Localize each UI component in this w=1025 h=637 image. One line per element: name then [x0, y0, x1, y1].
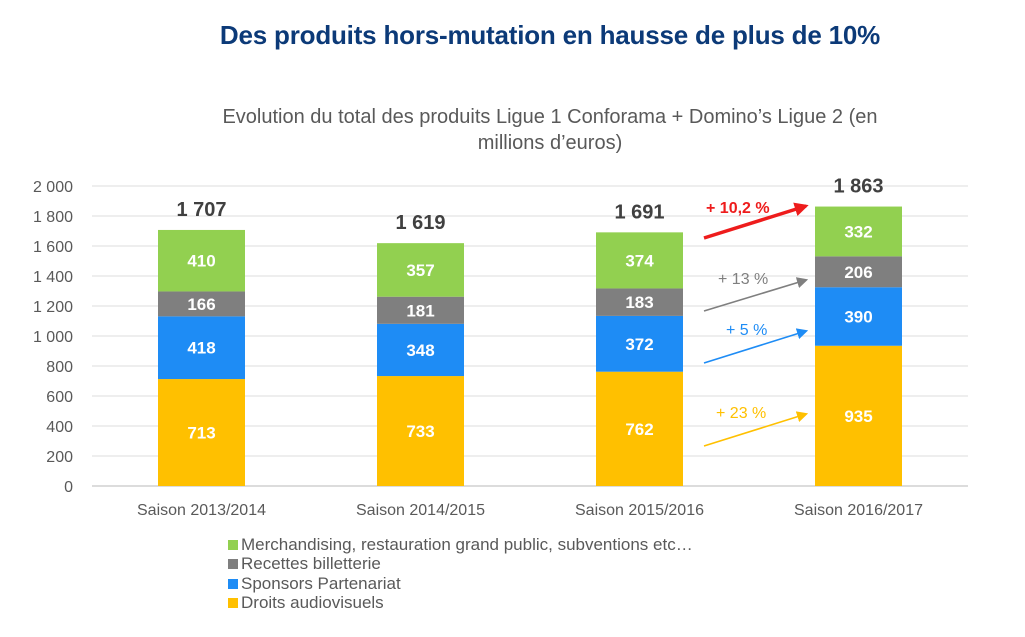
bar-stack: 762 372 183 374 1 691 — [596, 201, 683, 486]
bar-segment — [596, 371, 683, 486]
growth-annotation: + 13 % — [703, 271, 809, 312]
y-tick-label: 600 — [46, 389, 73, 406]
y-tick-label: 800 — [46, 359, 73, 376]
y-tick-label: 1 200 — [33, 299, 73, 316]
y-tick-label: 1 800 — [33, 209, 73, 226]
bar-segment — [815, 287, 902, 346]
y-tick-label: 400 — [46, 419, 73, 436]
segment-value-label: 183 — [625, 293, 653, 312]
legend-item: Recettes billetterie — [228, 554, 693, 575]
growth-annotation: + 23 % — [703, 405, 809, 447]
growth-label: + 23 % — [716, 405, 766, 422]
legend-label: Recettes billetterie — [241, 554, 381, 574]
segment-value-label: 374 — [625, 251, 654, 270]
x-category-label: Saison 2014/2015 — [356, 502, 485, 519]
bar-segment — [596, 315, 683, 372]
segment-value-label: 418 — [187, 339, 215, 358]
legend-label: Sponsors Partenariat — [241, 573, 401, 593]
growth-arrow-icon — [703, 277, 809, 312]
growth-arrow-icon — [703, 411, 809, 447]
bar-segment — [815, 345, 902, 486]
segment-value-label: 348 — [406, 341, 434, 360]
total-value-label: 1 619 — [395, 212, 445, 234]
segment-value-label: 206 — [844, 263, 872, 282]
bar-segment — [596, 288, 683, 316]
bar-segment — [158, 316, 245, 380]
bar-segment — [377, 243, 464, 297]
bar-stack: 733 348 181 357 1 619 — [377, 212, 464, 486]
bars: 713 418 166 410 1 707 733 348 181 357 1 619 762 372… — [158, 176, 902, 486]
growth-annotation: + 5 % — [703, 322, 809, 364]
y-tick-label: 0 — [64, 479, 73, 496]
segment-value-label: 181 — [406, 301, 434, 320]
segment-value-label: 762 — [625, 420, 653, 439]
bar-segment — [815, 206, 902, 257]
segment-value-label: 410 — [187, 252, 215, 271]
y-tick-label: 1 600 — [33, 239, 73, 256]
segment-value-label: 357 — [406, 261, 434, 280]
y-tick-label: 2 000 — [33, 179, 73, 196]
bar-segment — [158, 379, 245, 486]
growth-label: + 5 % — [726, 322, 767, 339]
growth-arrow-icon — [703, 202, 809, 240]
y-tick-label: 1 400 — [33, 269, 73, 286]
growth-annotation: + 10,2 % — [703, 200, 809, 240]
chart-title-line-2: millions d’euros) — [477, 132, 623, 154]
segment-value-label: 733 — [406, 422, 434, 441]
legend-item: Droits audiovisuels — [228, 593, 693, 614]
legend-label: Droits audiovisuels — [241, 593, 384, 613]
bar-stack: 713 418 166 410 1 707 — [158, 199, 245, 486]
x-axis: Saison 2013/2014 Saison 2014/2015 Saison 2… — [137, 502, 923, 519]
x-category-label: Saison 2016/2017 — [794, 502, 923, 519]
segment-value-label: 713 — [187, 424, 215, 443]
total-value-label: 1 691 — [614, 201, 664, 223]
bar-segment — [377, 376, 464, 486]
legend-swatch-icon — [228, 578, 238, 589]
growth-annotations: + 10,2 % + 13 % + 5 % + 23 % — [703, 200, 809, 447]
growth-arrow-icon — [703, 328, 809, 364]
chart-title-line-1: Evolution du total des produits Ligue 1 … — [222, 106, 878, 128]
x-category-label: Saison 2015/2016 — [575, 502, 704, 519]
bar-segment — [158, 229, 245, 292]
bar-segment — [377, 296, 464, 324]
bar-segment — [815, 256, 902, 288]
legend-swatch-icon — [228, 598, 238, 609]
segment-value-label: 390 — [844, 308, 872, 327]
segment-value-label: 166 — [187, 295, 215, 314]
segment-value-label: 332 — [844, 222, 872, 241]
growth-label: + 13 % — [718, 271, 768, 288]
legend-label: Merchandising, restauration grand public… — [241, 534, 693, 554]
bar-stack: 935 390 206 332 1 863 — [815, 176, 902, 486]
segment-value-label: 372 — [625, 335, 653, 354]
chart-title: Evolution du total des produits Ligue 1 … — [150, 104, 950, 156]
total-value-label: 1 863 — [833, 176, 883, 198]
bar-segment — [158, 291, 245, 317]
main-title: Des produits hors-mutation en hausse de … — [219, 20, 881, 50]
legend-swatch-icon — [228, 539, 238, 550]
total-value-label: 1 707 — [176, 199, 226, 221]
legend-swatch-icon — [228, 559, 238, 570]
legend-item: Merchandising, restauration grand public… — [228, 535, 693, 555]
bar-segment — [596, 232, 683, 289]
growth-label: + 10,2 % — [706, 200, 770, 217]
y-tick-label: 1 000 — [33, 329, 73, 346]
bar-segment — [377, 323, 464, 377]
legend-item: Sponsors Partenariat — [228, 574, 693, 594]
y-axis: 0 200 400 600 800 1 000 1 200 1 400 1 600 1 800 2 … — [33, 179, 73, 496]
legend: Merchandising, restauration grand public… — [228, 535, 693, 613]
segment-value-label: 935 — [844, 407, 872, 426]
y-tick-label: 200 — [46, 449, 73, 466]
x-category-label: Saison 2013/2014 — [137, 502, 266, 519]
